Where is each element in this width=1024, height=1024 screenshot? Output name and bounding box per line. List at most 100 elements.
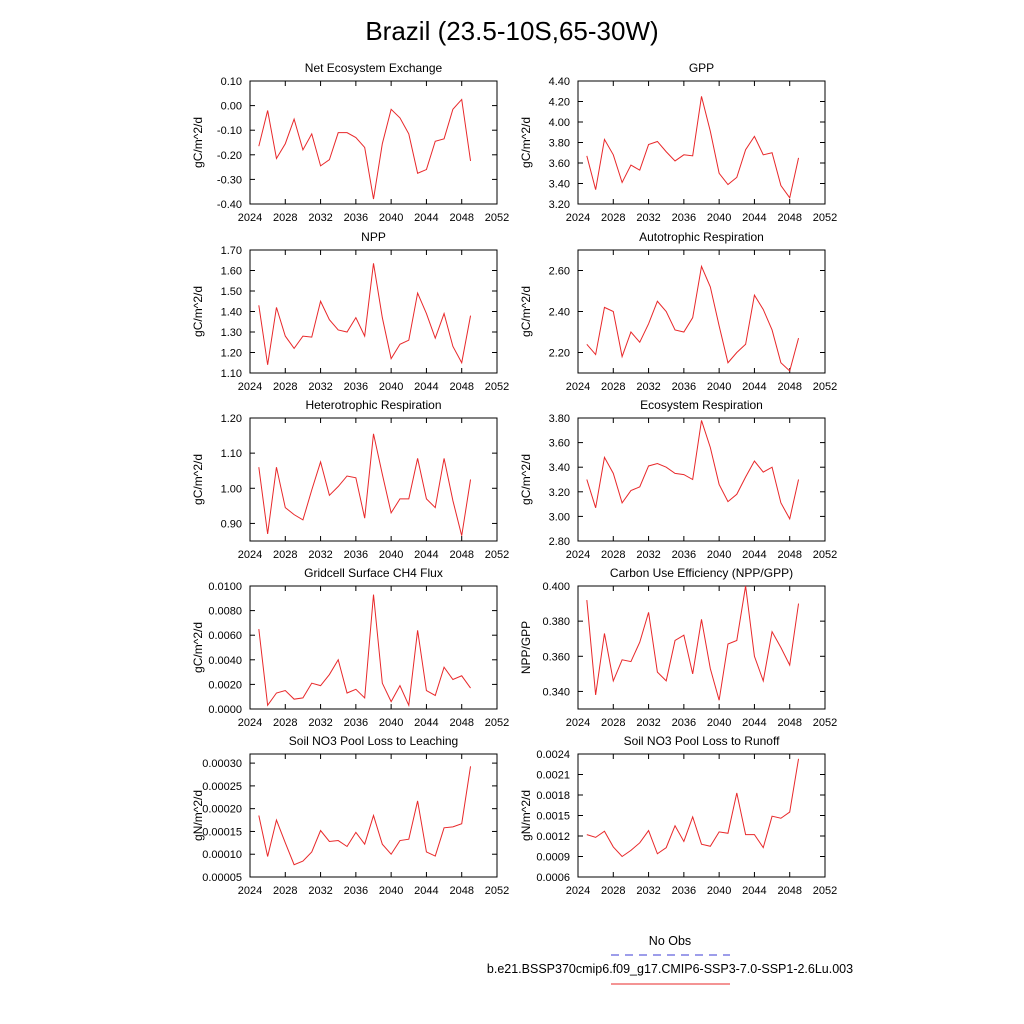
x-tick-label: 2044 xyxy=(414,549,438,561)
x-tick-label: 2052 xyxy=(813,717,837,729)
panel-title: Carbon Use Efficiency (NPP/GPP) xyxy=(610,566,793,580)
x-tick-label: 2024 xyxy=(566,885,590,897)
y-tick-label: 3.20 xyxy=(549,199,570,211)
y-tick-label: 0.0021 xyxy=(536,770,570,782)
x-tick-label: 2040 xyxy=(379,381,403,393)
x-tick-label: 2052 xyxy=(485,381,509,393)
legend: No Obs b.e21.BSSP370cmip6.f09_g17.CMIP6-… xyxy=(487,934,853,985)
panel-title: Net Ecosystem Exchange xyxy=(305,61,443,75)
y-tick-label: 0.00025 xyxy=(202,781,242,793)
y-axis-label: gN/m^2/d xyxy=(519,790,533,841)
panel-net-ecosystem-exchange: Net Ecosystem Exchange gC/m^2/d 2024 2028 20… xyxy=(191,61,509,224)
y-tick-label: -0.30 xyxy=(217,174,242,186)
x-tick-label: 2044 xyxy=(414,885,438,897)
y-tick-label: 0.0018 xyxy=(536,790,570,802)
panel-carbon-use-efficiency-npp-gpp: Carbon Use Efficiency (NPP/GPP) NPP/GPP 20… xyxy=(519,566,837,729)
y-tick-label: 0.00 xyxy=(221,101,242,113)
y-tick-label: 1.40 xyxy=(221,307,242,319)
y-tick-label: 1.20 xyxy=(221,413,242,425)
y-tick-label: 0.0009 xyxy=(536,852,570,864)
panel-gpp: GPP gC/m^2/d 2024 2028 2032 2036 2040 2044 2048 2… xyxy=(519,61,837,224)
y-tick-label: 3.40 xyxy=(549,462,570,474)
x-tick-label: 2036 xyxy=(344,717,368,729)
y-tick-label: 1.00 xyxy=(221,483,242,495)
plot-frame xyxy=(249,80,498,205)
x-tick-label: 2040 xyxy=(379,717,403,729)
legend-label-run: b.e21.BSSP370cmip6.f09_g17.CMIP6-SSP3-7.… xyxy=(487,962,853,976)
y-tick-label: 3.80 xyxy=(549,138,570,150)
x-tick-label: 2028 xyxy=(601,717,625,729)
x-tick-label: 2028 xyxy=(273,212,297,224)
figure-title: Brazil (23.5-10S,65-30W) xyxy=(365,16,658,46)
x-tick-label: 2052 xyxy=(485,885,509,897)
x-tick-label: 2044 xyxy=(742,717,766,729)
x-tick-label: 2048 xyxy=(449,885,473,897)
x-tick-label: 2036 xyxy=(672,212,696,224)
series-line xyxy=(586,264,800,372)
plot-frame xyxy=(577,417,826,542)
x-tick-label: 2040 xyxy=(707,549,731,561)
x-tick-label: 2040 xyxy=(379,549,403,561)
y-tick-label: -0.10 xyxy=(217,125,242,137)
y-tick-label: 0.0060 xyxy=(208,630,242,642)
x-tick-label: 2052 xyxy=(813,212,837,224)
y-tick-label: 2.80 xyxy=(549,536,570,548)
x-tick-label: 2024 xyxy=(238,212,262,224)
x-tick-label: 2040 xyxy=(707,381,731,393)
panels: Net Ecosystem Exchange gC/m^2/d 2024 2028 20… xyxy=(191,61,837,897)
x-tick-label: 2048 xyxy=(449,717,473,729)
y-axis-label: gC/m^2/d xyxy=(519,286,533,337)
y-tick-label: 1.10 xyxy=(221,368,242,380)
x-tick-label: 2036 xyxy=(344,549,368,561)
panel-title: Autotrophic Respiration xyxy=(639,230,764,244)
series-line xyxy=(258,594,471,708)
y-tick-label: 0.400 xyxy=(542,581,570,593)
y-tick-label: 1.30 xyxy=(221,327,242,339)
y-tick-label: -0.40 xyxy=(217,199,242,211)
y-tick-label: 0.0000 xyxy=(208,704,242,716)
series-line xyxy=(586,758,800,858)
x-tick-label: 2048 xyxy=(449,549,473,561)
plot-frame xyxy=(577,753,826,878)
series-line xyxy=(586,585,800,701)
series-line xyxy=(586,420,800,521)
y-tick-label: 0.10 xyxy=(221,76,242,88)
x-tick-label: 2024 xyxy=(238,717,262,729)
x-tick-label: 2028 xyxy=(273,549,297,561)
y-axis-label: gC/m^2/d xyxy=(191,286,205,337)
y-tick-label: 1.10 xyxy=(221,448,242,460)
y-tick-label: 1.20 xyxy=(221,348,242,360)
legend-label-no-obs: No Obs xyxy=(649,934,691,948)
y-tick-label: 0.00030 xyxy=(202,758,242,770)
y-tick-label: 0.0024 xyxy=(536,749,570,761)
x-tick-label: 2032 xyxy=(636,381,660,393)
y-tick-label: 0.00020 xyxy=(202,804,242,816)
x-tick-label: 2048 xyxy=(777,717,801,729)
x-tick-label: 2044 xyxy=(414,381,438,393)
x-tick-label: 2044 xyxy=(742,381,766,393)
x-tick-label: 2024 xyxy=(566,717,590,729)
x-tick-label: 2024 xyxy=(566,212,590,224)
x-tick-label: 2028 xyxy=(273,717,297,729)
x-tick-label: 2052 xyxy=(485,717,509,729)
x-tick-label: 2036 xyxy=(672,885,696,897)
x-tick-label: 2032 xyxy=(636,212,660,224)
x-tick-label: 2052 xyxy=(813,381,837,393)
y-tick-label: 0.380 xyxy=(542,616,570,628)
x-tick-label: 2036 xyxy=(672,549,696,561)
y-tick-label: 3.60 xyxy=(549,158,570,170)
y-tick-label: 0.0012 xyxy=(536,831,570,843)
x-tick-label: 2028 xyxy=(601,381,625,393)
x-tick-label: 2048 xyxy=(449,212,473,224)
y-tick-label: 3.80 xyxy=(549,413,570,425)
panel-title: NPP xyxy=(361,230,386,244)
x-tick-label: 2032 xyxy=(308,885,332,897)
y-tick-label: 0.00010 xyxy=(202,849,242,861)
x-tick-label: 2032 xyxy=(308,717,332,729)
x-tick-label: 2048 xyxy=(777,885,801,897)
y-tick-label: 2.40 xyxy=(549,307,570,319)
x-tick-label: 2048 xyxy=(777,212,801,224)
x-tick-label: 2028 xyxy=(601,885,625,897)
y-axis-label: gC/m^2/d xyxy=(191,117,205,168)
x-tick-label: 2044 xyxy=(742,885,766,897)
